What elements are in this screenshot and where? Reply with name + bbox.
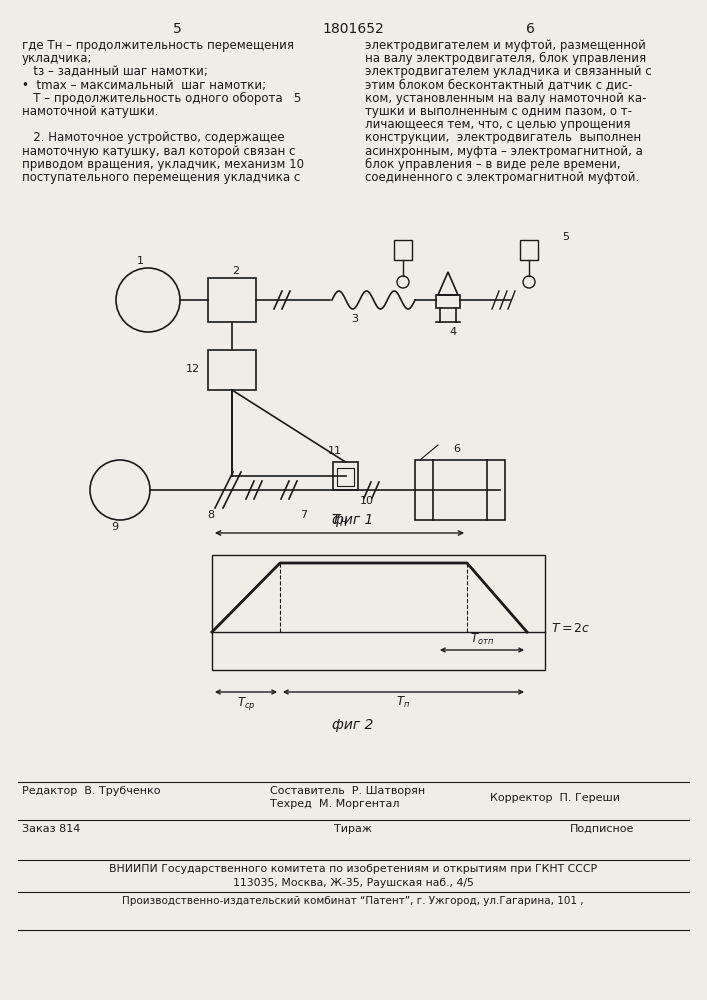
Text: электродвигателем укладчика и связанный с: электродвигателем укладчика и связанный … <box>365 65 652 78</box>
Text: 1801652: 1801652 <box>322 22 384 36</box>
Text: $T{=}2c$: $T{=}2c$ <box>551 621 590 635</box>
Text: 11: 11 <box>328 446 342 456</box>
Bar <box>415 460 505 520</box>
Text: 6: 6 <box>453 444 460 454</box>
Text: 7: 7 <box>300 510 307 520</box>
Text: конструкции,  электродвигатель  выполнен: конструкции, электродвигатель выполнен <box>365 131 641 144</box>
Text: 2: 2 <box>233 266 240 276</box>
Text: 6: 6 <box>525 22 534 36</box>
Text: •  tmax – максимальный  шаг намотки;: • tmax – максимальный шаг намотки; <box>22 79 266 92</box>
Text: соединенного с электромагнитной муфтой.: соединенного с электромагнитной муфтой. <box>365 171 639 184</box>
Text: $T_{ср}$: $T_{ср}$ <box>237 695 255 712</box>
Text: Редактор  В. Трубченко: Редактор В. Трубченко <box>22 786 160 796</box>
Text: Техред  М. Моргентал: Техред М. Моргентал <box>270 799 399 809</box>
Text: 10: 10 <box>360 496 374 506</box>
Bar <box>520 240 538 260</box>
Text: электродвигателем и муфтой, размещенной: электродвигателем и муфтой, размещенной <box>365 39 646 52</box>
Text: фиг 1: фиг 1 <box>332 513 374 527</box>
Text: блок управления – в виде реле времени,: блок управления – в виде реле времени, <box>365 158 621 171</box>
Bar <box>436 295 460 308</box>
Text: 12: 12 <box>186 364 200 374</box>
Text: Т – продолжительность одного оборота   5: Т – продолжительность одного оборота 5 <box>22 92 301 105</box>
Text: тушки и выполненным с одним пазом, о т-: тушки и выполненным с одним пазом, о т- <box>365 105 632 118</box>
Text: 5: 5 <box>173 22 182 36</box>
Text: Корректор  П. Гереши: Корректор П. Гереши <box>490 793 620 803</box>
Text: 3: 3 <box>351 314 358 324</box>
Bar <box>394 240 412 260</box>
Bar <box>208 350 256 390</box>
Text: 1: 1 <box>136 256 144 266</box>
Bar <box>337 468 354 486</box>
Text: $T_{п}$: $T_{п}$ <box>397 695 411 710</box>
Text: Заказ 814: Заказ 814 <box>22 824 81 834</box>
Text: 9: 9 <box>112 522 119 532</box>
Text: ком, установленным на валу намоточной ка-: ком, установленным на валу намоточной ка… <box>365 92 646 105</box>
Text: асинхронным, муфта – электромагнитной, а: асинхронным, муфта – электромагнитной, а <box>365 145 643 158</box>
Bar <box>333 462 358 490</box>
Text: где Тн – продолжительность перемещения: где Тн – продолжительность перемещения <box>22 39 294 52</box>
Text: поступательного перемещения укладчика с: поступательного перемещения укладчика с <box>22 171 300 184</box>
Text: ВНИИПИ Государственного комитета по изобретениям и открытиям при ГКНТ СССР: ВНИИПИ Государственного комитета по изоб… <box>109 864 597 874</box>
Text: 113035, Москва, Ж-35, Раушская наб., 4/5: 113035, Москва, Ж-35, Раушская наб., 4/5 <box>233 878 474 888</box>
Bar <box>212 555 545 670</box>
Text: этим блоком бесконтактный датчик с дис-: этим блоком бесконтактный датчик с дис- <box>365 79 633 92</box>
Text: намоточной катушки.: намоточной катушки. <box>22 105 158 118</box>
Text: Тираж: Тираж <box>334 824 372 834</box>
Text: Составитель  Р. Шатворян: Составитель Р. Шатворян <box>270 786 425 796</box>
Text: приводом вращения, укладчик, механизм 10: приводом вращения, укладчик, механизм 10 <box>22 158 304 171</box>
Text: укладчика;: укладчика; <box>22 52 93 65</box>
Text: 2. Намоточное устройство, содержащее: 2. Намоточное устройство, содержащее <box>22 131 285 144</box>
Text: 5: 5 <box>562 232 569 242</box>
Text: $T_{H}$: $T_{H}$ <box>331 513 349 529</box>
Text: Подписное: Подписное <box>570 824 634 834</box>
Text: намоточную катушку, вал которой связан с: намоточную катушку, вал которой связан с <box>22 145 296 158</box>
Text: tз – заданный шаг намотки;: tз – заданный шаг намотки; <box>22 65 208 78</box>
Text: 4: 4 <box>450 327 457 337</box>
Text: фиг 2: фиг 2 <box>332 718 374 732</box>
Text: $T_{отп}$: $T_{отп}$ <box>470 632 494 647</box>
Text: личающееся тем, что, с целью упрощения: личающееся тем, что, с целью упрощения <box>365 118 631 131</box>
Bar <box>208 278 256 322</box>
Text: 8: 8 <box>207 510 214 520</box>
Text: на валу электродвигателя, блок управления: на валу электродвигателя, блок управлени… <box>365 52 646 65</box>
Text: Производственно-издательский комбинат “Патент”, г. Ужгород, ул.Гагарина, 101 ,: Производственно-издательский комбинат “П… <box>122 896 584 906</box>
